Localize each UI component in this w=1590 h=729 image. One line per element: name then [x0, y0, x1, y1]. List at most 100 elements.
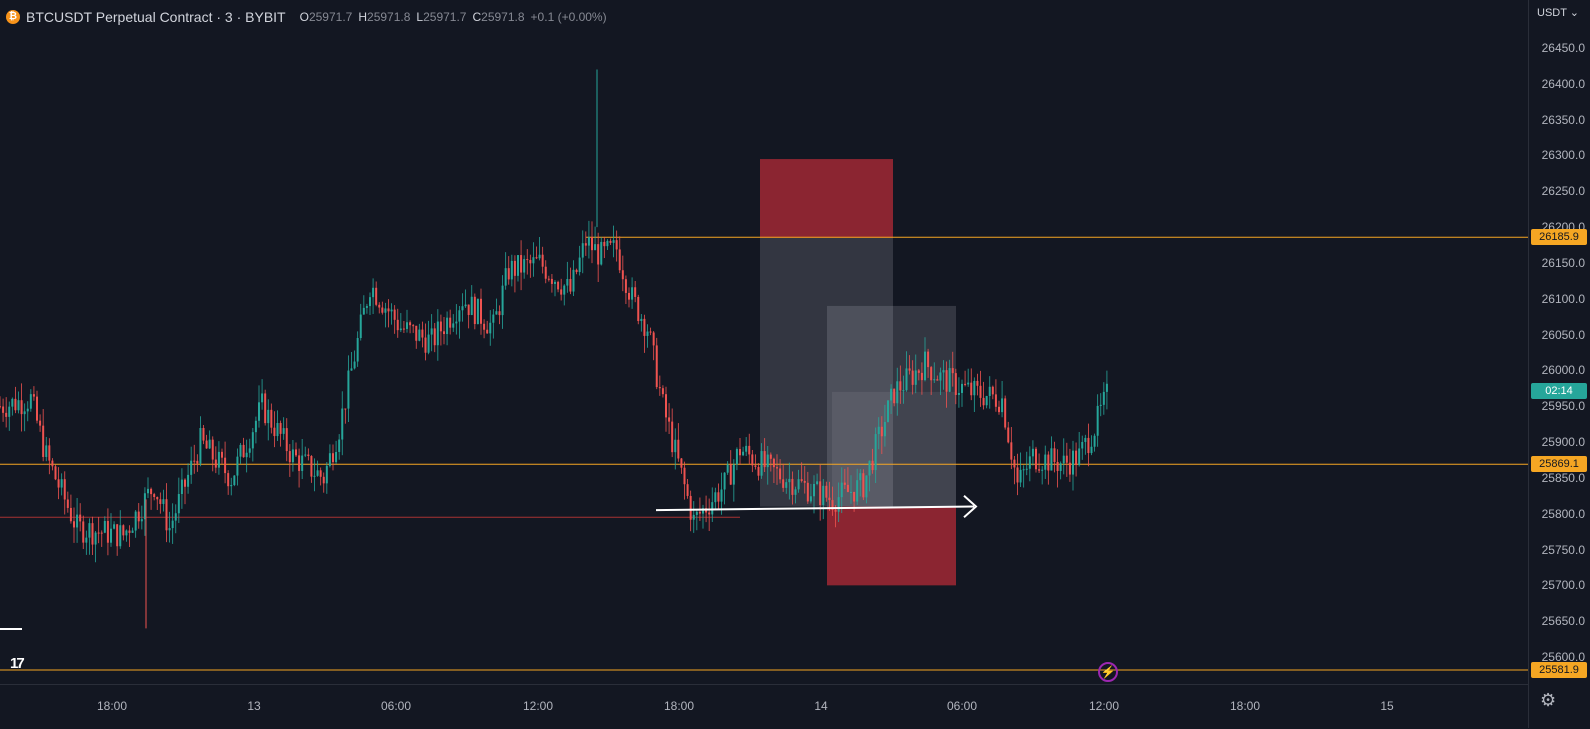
candle-body — [458, 310, 461, 322]
candle-body — [819, 481, 822, 506]
currency-selector[interactable]: USDT ⌄ — [1537, 7, 1580, 19]
time-scale[interactable]: 18:00 13 06:00 12:00 18:00 14 06:00 12:00 18:00 1… — [0, 684, 1528, 729]
candle-body — [816, 481, 819, 485]
candle-body — [640, 318, 643, 322]
candle-body — [1010, 442, 1013, 460]
price-tick: 26300.0 — [1541, 148, 1585, 163]
symbol-title[interactable]: BTCUSDT Perpetual Contract · 3 · BYBIT — [26, 9, 286, 25]
candle-body — [424, 337, 427, 353]
candle-body — [739, 449, 741, 456]
candle-body — [523, 259, 526, 273]
time-tick: 14 — [814, 699, 828, 713]
candle-body — [264, 393, 267, 424]
candle-body — [273, 427, 276, 437]
candle-body — [217, 451, 220, 468]
candle-body — [288, 451, 291, 463]
candle-body — [196, 460, 199, 464]
candle-body — [782, 479, 785, 488]
candle-body — [621, 270, 624, 280]
candle-body — [0, 406, 1, 408]
candle-body — [788, 478, 791, 483]
tradingview-logo-icon[interactable]: 17 — [10, 655, 25, 672]
candle-body — [193, 460, 196, 462]
candle-body — [813, 484, 815, 497]
candle-body — [862, 473, 865, 498]
candle-body — [591, 237, 593, 251]
candle-body — [970, 382, 973, 396]
price-tick: 26400.0 — [1541, 76, 1585, 91]
candle-body — [236, 456, 239, 476]
candle-body — [763, 451, 766, 468]
candle-body — [5, 412, 8, 417]
candle-body — [233, 475, 236, 486]
candle-body — [393, 309, 396, 320]
candle-body — [73, 521, 75, 528]
candle-body — [310, 456, 313, 477]
candle-body — [698, 511, 701, 514]
candle-body — [587, 237, 590, 246]
candle-body — [276, 422, 279, 437]
candle-body — [1041, 469, 1044, 471]
candle-body — [171, 520, 174, 529]
candle-body — [1072, 450, 1074, 475]
candle-body — [476, 298, 479, 325]
countdown-label: 02:14 — [1531, 383, 1587, 399]
candle-body — [532, 257, 535, 264]
candle-body — [843, 482, 846, 485]
arrow-line — [655, 505, 975, 512]
candle-body — [97, 532, 100, 534]
candle-body — [908, 368, 911, 371]
candle-body — [1090, 446, 1093, 454]
candle-body — [890, 388, 893, 401]
candle-body — [1013, 459, 1016, 468]
candle-body — [433, 328, 436, 346]
candle-body — [94, 532, 97, 545]
candle-body — [708, 512, 711, 515]
candle-body — [702, 508, 704, 514]
candle-body — [877, 426, 880, 435]
candle-body — [446, 317, 449, 335]
candle-body — [449, 317, 452, 328]
ohlc-close: C25971.8 — [472, 10, 525, 24]
candle-body — [63, 479, 66, 500]
candle-body — [116, 524, 119, 547]
candle-body — [994, 394, 997, 407]
price-scale[interactable]: USDT ⌄ 26450.0 26400.0 26350.0 26300.0 26250… — [1528, 0, 1590, 728]
candle-body — [584, 243, 587, 246]
candle-body — [794, 489, 797, 495]
candle-body — [134, 511, 137, 531]
candle-body — [634, 287, 637, 297]
candle-body — [683, 467, 686, 485]
candle-body — [439, 321, 442, 332]
zone-gray-1 — [760, 237, 893, 507]
candle-body — [726, 464, 729, 473]
settings-gear-icon[interactable]: ⚙ — [1540, 690, 1557, 710]
candle-body — [945, 370, 948, 392]
time-tick: 18:00 — [96, 699, 128, 713]
candle-body — [692, 514, 695, 520]
candle-body — [661, 388, 664, 395]
candle-body — [766, 454, 769, 468]
chart-area[interactable]: ₿ BTCUSDT Perpetual Contract · 3 · BYBIT… — [0, 0, 1528, 684]
candle-body — [554, 281, 556, 284]
price-tick: 25650.0 — [1541, 614, 1585, 629]
candle-body — [51, 460, 54, 467]
candle-body — [529, 259, 532, 264]
candle-body — [628, 292, 630, 300]
candle-body — [578, 257, 581, 273]
candle-body — [301, 455, 304, 471]
candle-body — [566, 278, 569, 286]
candle-body — [1025, 468, 1028, 470]
candle-body — [353, 361, 356, 369]
candle-body — [261, 393, 264, 403]
candle-body — [390, 309, 393, 312]
time-tick: 13 — [247, 699, 261, 713]
bolt-icon[interactable]: ⚡ — [1098, 662, 1118, 682]
candle-body — [1007, 427, 1010, 443]
candle-body — [344, 408, 347, 410]
candle-body — [208, 439, 211, 449]
candle-body — [887, 400, 889, 422]
candle-body — [961, 383, 963, 393]
chart-canvas[interactable] — [0, 0, 1528, 684]
candle-body — [45, 445, 48, 457]
